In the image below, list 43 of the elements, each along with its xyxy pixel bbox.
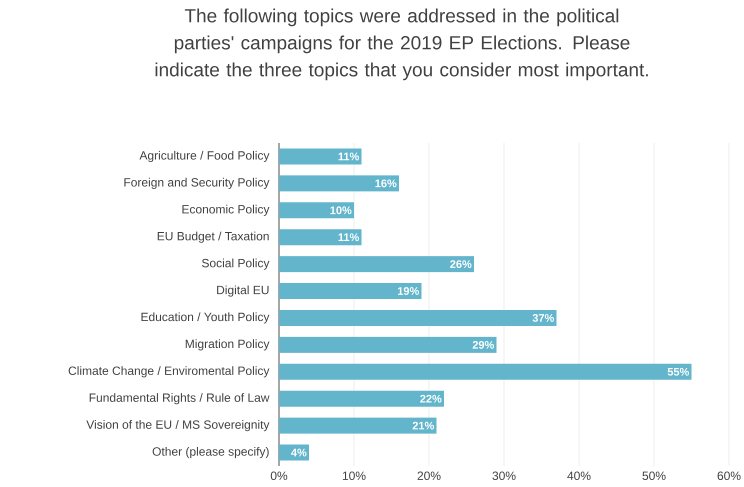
data-label: 55% [668,368,690,376]
y-tick-label: Vision of the EU / MS Sovereignity [86,420,270,432]
bar [279,364,692,380]
y-tick-label: Education / Youth Policy [141,312,270,324]
x-tick-label: 50% [642,472,666,480]
x-tick-label: 20% [418,472,441,480]
data-label: 16% [375,179,396,188]
bar [279,310,557,326]
data-label: 26% [450,260,472,268]
y-tick-label: Social Policy [202,258,270,270]
y-tick-label: Other (please specify) [152,446,269,458]
data-label: 19% [398,287,419,295]
data-label: 11% [338,233,360,242]
x-tick-label: 40% [567,472,591,480]
y-tick-label: Digital EU [217,285,269,297]
bar [279,418,437,434]
bar [279,390,444,407]
data-label: 37% [532,314,554,322]
bar [279,175,399,192]
bar [279,283,422,300]
bar [279,202,354,218]
bar [279,256,474,272]
chart-title: The following topics were addressed in the political parties' campaigns for the 2019 EP Elections. Please indicate the three topics that you consider most important. [156,8,648,80]
data-label: 22% [420,394,442,403]
bar [279,336,497,353]
data-label: 21% [412,422,434,430]
y-tick-label: Agriculture / Food Policy [139,150,270,162]
bar [279,148,362,164]
y-tick-label: Fundamental Rights / Rule of Law [90,393,270,404]
data-label: 29% [472,340,494,349]
y-tick-label: Migration Policy [186,339,270,350]
x-tick-label: 10% [342,472,366,480]
bar [279,229,362,246]
y-tick-label: Climate Change / Enviromental Policy [68,366,270,378]
x-tick-label: 30% [492,472,516,480]
data-label: 11% [338,152,360,160]
x-tick-label: 60% [718,472,741,480]
y-tick-label: EU Budget / Taxation [158,232,269,243]
y-tick-label: Economic Policy [182,204,270,216]
data-label: 4% [291,448,307,456]
x-tick-label: 0% [270,472,288,480]
y-tick-label: Foreign and Security Policy [124,178,270,189]
data-label: 10% [330,206,352,214]
